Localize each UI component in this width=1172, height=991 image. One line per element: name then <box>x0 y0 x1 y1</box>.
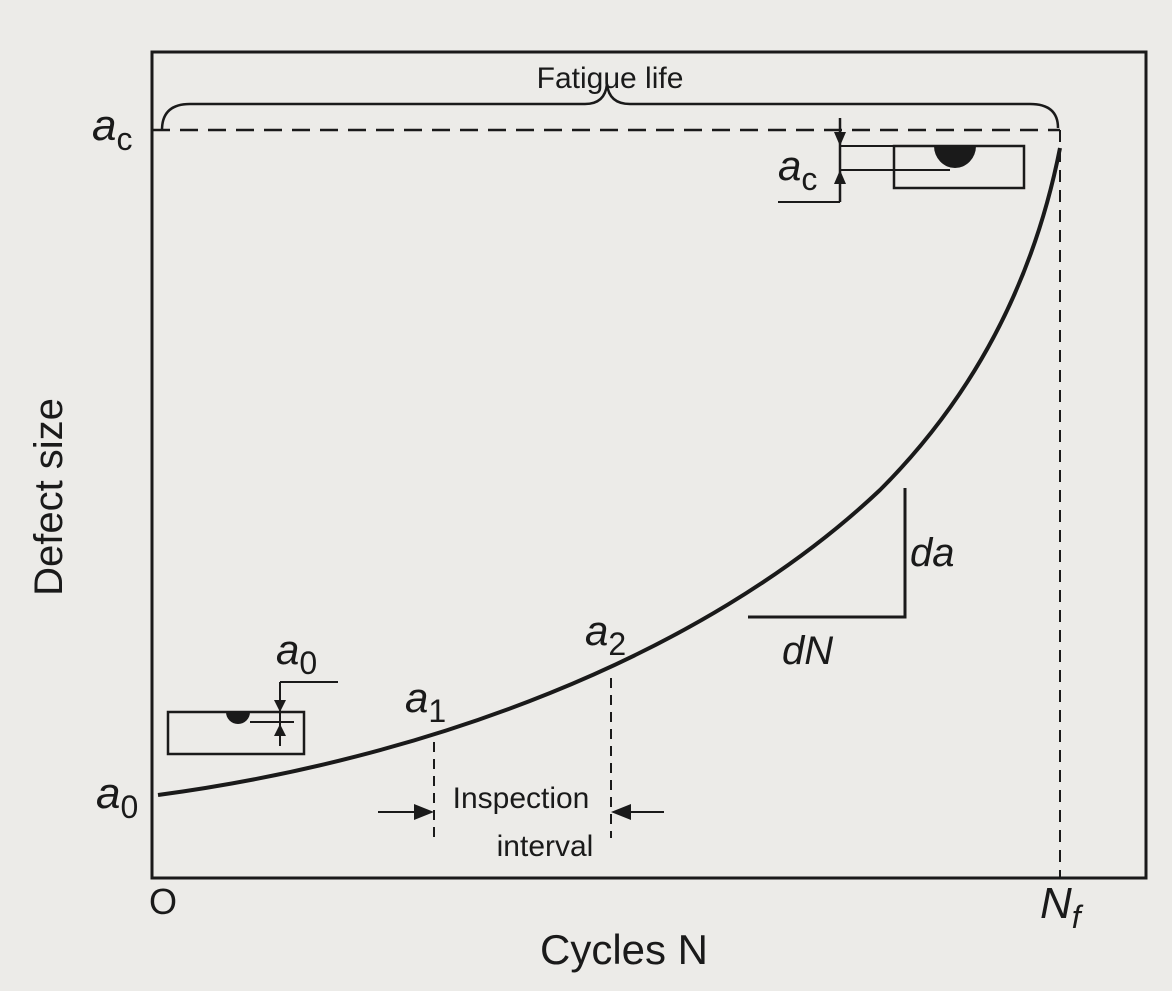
x-axis-label: Cycles N <box>540 926 708 973</box>
x-mark-final-label: Nf <box>1040 879 1084 935</box>
plot-frame <box>150 50 1148 880</box>
slope-rise-label: da <box>910 531 955 575</box>
y-mark-initial-label: a0 <box>96 769 138 825</box>
inspection-arrow-left-head <box>414 804 434 820</box>
inset-critical-crack <box>934 146 976 168</box>
inset-critical-arrow-down <box>834 132 846 146</box>
inspection-interval-label-line1: Inspection <box>453 782 590 815</box>
fatigue-life-label: Fatigue life <box>537 62 684 95</box>
inset-initial-defect: a0 <box>166 626 338 756</box>
inset-critical-arrow-up <box>834 170 846 184</box>
slope-run-label: dN <box>782 629 833 673</box>
y-mark-critical-label: ac <box>92 101 132 157</box>
inset-initial-label: a0 <box>276 626 317 681</box>
crack-growth-curve <box>157 147 1062 797</box>
fatigue-life-brace <box>160 83 1060 131</box>
a1-label: a1 <box>405 674 446 729</box>
inspection-arrow-right-head <box>611 804 631 820</box>
inset-critical-defect: ac <box>778 118 1026 203</box>
inspection-interval-label-line2: interval <box>497 830 594 863</box>
inset-critical-label: ac <box>778 142 817 197</box>
slope-triangle <box>748 488 907 619</box>
inset-initial-arrow-up <box>274 724 286 736</box>
a2-label: a2 <box>585 607 626 662</box>
y-axis-label: Defect size <box>27 398 71 596</box>
origin-label: O <box>149 881 177 922</box>
inset-initial-arrow-down <box>274 700 286 712</box>
inset-initial-crack <box>226 712 250 724</box>
